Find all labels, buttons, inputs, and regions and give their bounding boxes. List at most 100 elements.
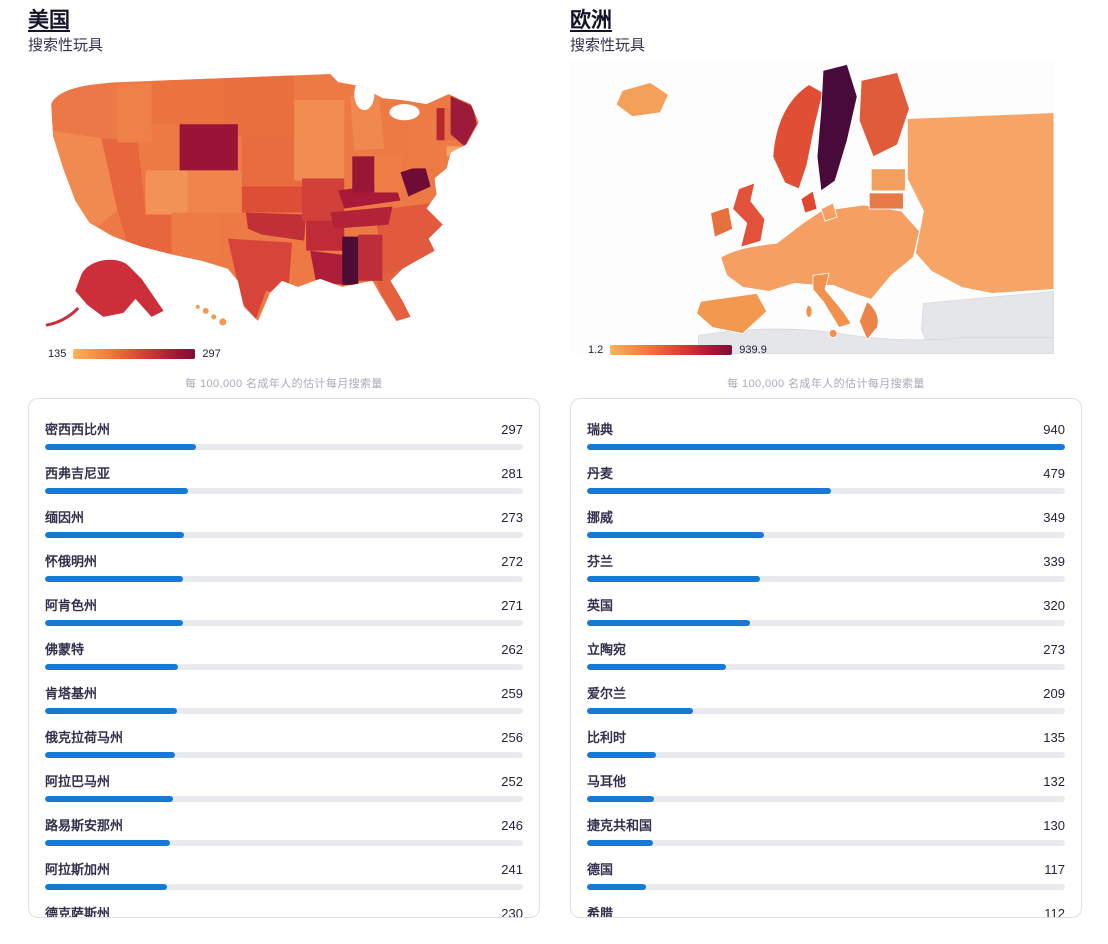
panel-europe-title[interactable]: 欧洲 — [570, 9, 612, 32]
us-scale-gradient-bar — [73, 349, 196, 359]
bar-fill — [45, 840, 171, 846]
region-value: 339 — [1043, 554, 1065, 569]
region-value: 209 — [1043, 686, 1065, 701]
region-value: 132 — [1043, 774, 1065, 789]
bar-fill — [587, 884, 647, 890]
region-value: 259 — [501, 686, 523, 701]
us-scale-min: 135 — [48, 348, 67, 360]
bar-fill — [45, 488, 188, 494]
region-value: 230 — [501, 906, 523, 918]
list-item[interactable]: 佛蒙特 262 — [45, 632, 523, 676]
nodata-regions — [698, 258, 1054, 354]
list-item[interactable]: 马耳他 132 — [587, 764, 1065, 808]
region-label: 佛蒙特 — [45, 642, 85, 657]
bar-track — [45, 796, 523, 802]
bar-track — [587, 488, 1065, 494]
list-item[interactable]: 德克萨斯州 230 — [45, 896, 523, 918]
panel-us-title[interactable]: 美国 — [28, 9, 70, 32]
region-value: 479 — [1043, 466, 1065, 481]
region-label: 立陶宛 — [587, 642, 627, 657]
region-label: 缅因州 — [45, 510, 85, 525]
region-value: 256 — [501, 730, 523, 745]
bar-track — [587, 708, 1065, 714]
list-item[interactable]: 立陶宛 273 — [587, 632, 1065, 676]
europe-map-area: 1.2 939.9 — [570, 60, 1082, 374]
region-value: 135 — [1043, 730, 1065, 745]
dashboard: 美国 搜索性玩具 — [28, 8, 1082, 918]
region-value: 297 — [501, 422, 523, 437]
list-item[interactable]: 怀俄明州 272 — [45, 544, 523, 588]
list-item[interactable]: 英国 320 — [587, 588, 1065, 632]
region-value: 281 — [501, 466, 523, 481]
bar-track — [587, 664, 1065, 670]
region-value: 940 — [1043, 422, 1065, 437]
denmark-isles — [820, 202, 838, 222]
bar-fill — [587, 532, 765, 538]
us-map-caption: 每 100,000 名成年人的估计每月搜索量 — [185, 378, 383, 390]
alaska-shape — [75, 259, 164, 317]
list-item[interactable]: 瑞典 940 — [587, 412, 1065, 456]
bar-fill — [45, 620, 183, 626]
list-item[interactable]: 西弗吉尼亚 281 — [45, 456, 523, 500]
bar-fill — [587, 708, 694, 714]
list-item[interactable]: 肯塔基州 259 — [45, 676, 523, 720]
region-label: 阿肯色州 — [45, 598, 98, 613]
us-choropleth-map[interactable] — [28, 60, 522, 336]
region-label: 路易斯安那州 — [45, 818, 124, 833]
region-label: 密西西比州 — [45, 422, 111, 437]
list-item[interactable]: 阿拉斯加州 241 — [45, 852, 523, 896]
bar-fill — [587, 488, 831, 494]
bar-fill — [587, 840, 653, 846]
region-value: 272 — [501, 554, 523, 569]
panel-europe: 欧洲 搜索性玩具 — [570, 8, 1082, 918]
list-item[interactable]: 俄克拉荷马州 256 — [45, 720, 523, 764]
bar-track — [45, 532, 523, 538]
list-item[interactable]: 路易斯安那州 246 — [45, 808, 523, 852]
bar-fill — [45, 708, 177, 714]
bar-track — [45, 752, 523, 758]
us-color-scale: 135 297 — [48, 348, 221, 360]
region-value: 130 — [1043, 818, 1065, 833]
region-label: 德克萨斯州 — [45, 906, 111, 918]
bar-fill — [45, 532, 184, 538]
region-value: 273 — [1043, 642, 1065, 657]
region-value: 252 — [501, 774, 523, 789]
hawaii-islands — [195, 304, 227, 326]
bar-fill — [45, 796, 174, 802]
list-item[interactable]: 阿肯色州 271 — [45, 588, 523, 632]
europe-ranking-list: 瑞典 940 丹麦 479 挪威 349 芬兰 339 英国 320 立陶宛 273 爱尔兰 209 比利时… — [587, 412, 1065, 917]
panel-us: 美国 搜索性玩具 — [28, 8, 540, 918]
bar-track — [587, 532, 1065, 538]
region-label: 俄克拉荷马州 — [45, 730, 124, 745]
list-item[interactable]: 挪威 349 — [587, 500, 1065, 544]
bar-track — [587, 884, 1065, 890]
list-item[interactable]: 芬兰 339 — [587, 544, 1065, 588]
list-item[interactable]: 丹麦 479 — [587, 456, 1065, 500]
list-item[interactable]: 德国 117 — [587, 852, 1065, 896]
bar-fill — [587, 620, 750, 626]
region-label: 丹麦 — [587, 466, 614, 481]
region-label: 西弗吉尼亚 — [45, 466, 111, 481]
region-label: 德国 — [587, 862, 614, 877]
europe-choropleth-map[interactable] — [570, 60, 1054, 354]
europe-countries — [615, 63, 1054, 341]
list-item[interactable]: 希腊 112 — [587, 896, 1065, 917]
list-item[interactable]: 密西西比州 297 — [45, 412, 523, 456]
list-item[interactable]: 比利时 135 — [587, 720, 1065, 764]
list-item[interactable]: 缅因州 273 — [45, 500, 523, 544]
bar-track — [587, 576, 1065, 582]
list-item[interactable]: 爱尔兰 209 — [587, 676, 1065, 720]
bar-fill — [587, 796, 654, 802]
bar-fill — [587, 752, 656, 758]
bar-fill — [45, 664, 179, 670]
bar-track — [45, 840, 523, 846]
region-value: 271 — [501, 598, 523, 613]
region-label: 比利时 — [587, 730, 627, 745]
list-item[interactable]: 阿拉巴马州 252 — [45, 764, 523, 808]
panel-europe-subtitle: 搜索性玩具 — [570, 37, 646, 54]
us-scale-max: 297 — [202, 348, 221, 360]
bar-track — [587, 752, 1065, 758]
list-item[interactable]: 捷克共和国 130 — [587, 808, 1065, 852]
europe-color-scale: 1.2 939.9 — [588, 344, 767, 356]
bar-track — [45, 576, 523, 582]
